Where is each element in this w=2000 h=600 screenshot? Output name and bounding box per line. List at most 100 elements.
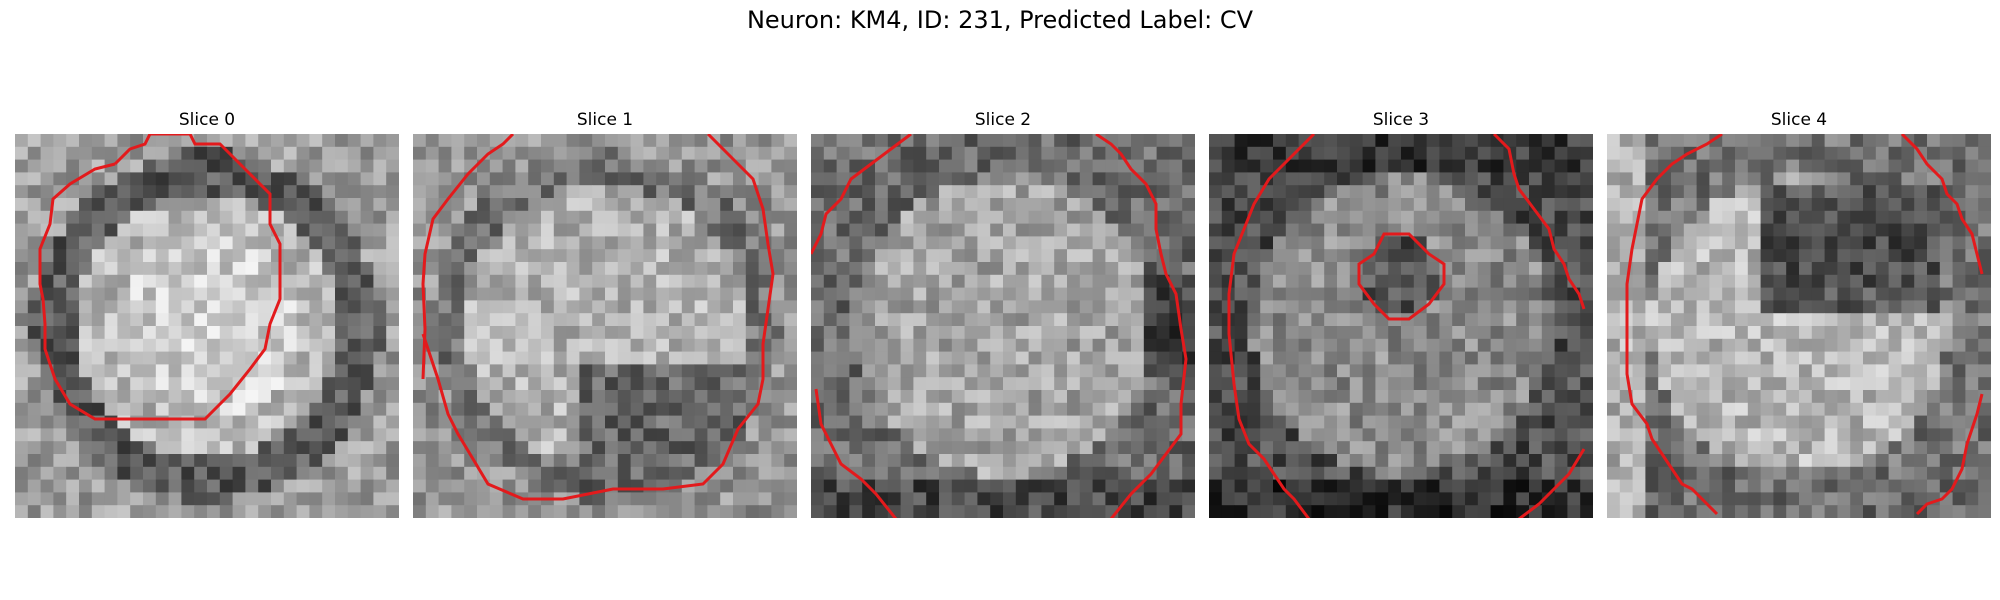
pixel xyxy=(990,441,1004,455)
pixel xyxy=(1221,441,1235,455)
pixel xyxy=(681,287,695,301)
pixel xyxy=(1477,159,1491,173)
pixel xyxy=(143,402,157,416)
pixel xyxy=(181,326,195,340)
pixel xyxy=(1439,428,1453,442)
pixel xyxy=(27,351,41,365)
pixel xyxy=(1747,185,1761,199)
pixel xyxy=(130,338,144,352)
pixel xyxy=(605,441,619,455)
pixel xyxy=(1401,351,1415,365)
pixel xyxy=(1863,249,1877,263)
pixel xyxy=(862,249,876,263)
pixel xyxy=(1477,223,1491,237)
pixel xyxy=(1683,326,1697,340)
pixel xyxy=(15,313,29,327)
pixel xyxy=(1298,364,1312,378)
pixel xyxy=(1118,466,1132,480)
pixel xyxy=(1978,185,1991,199)
pixel xyxy=(694,300,708,314)
pixel xyxy=(643,300,657,314)
pixel xyxy=(283,402,297,416)
pixel xyxy=(1837,402,1851,416)
pixel xyxy=(1709,351,1723,365)
pixel xyxy=(1645,454,1659,468)
pixel xyxy=(1607,390,1621,404)
pixel xyxy=(296,287,310,301)
pixel xyxy=(836,479,850,493)
pixel xyxy=(849,402,863,416)
pixel xyxy=(245,287,259,301)
pixel xyxy=(1888,223,1902,237)
pixel xyxy=(1709,441,1723,455)
pixel xyxy=(1054,492,1068,506)
pixel xyxy=(1671,492,1685,506)
pixel xyxy=(1092,198,1106,212)
pixel xyxy=(15,415,29,429)
pixel xyxy=(1914,402,1928,416)
pixel xyxy=(1131,326,1145,340)
pixel xyxy=(1863,338,1877,352)
pixel xyxy=(1311,338,1325,352)
pixel xyxy=(15,223,29,237)
pixel xyxy=(1567,326,1581,340)
pixel xyxy=(1541,428,1555,442)
pixel xyxy=(1273,454,1287,468)
pixel xyxy=(1850,159,1864,173)
pixel xyxy=(1541,454,1555,468)
pixel xyxy=(1298,441,1312,455)
pixel xyxy=(1786,223,1800,237)
pixel xyxy=(1978,236,1991,250)
pixel xyxy=(1465,402,1479,416)
pixel xyxy=(309,172,323,186)
pixel xyxy=(1811,402,1825,416)
pixel xyxy=(849,326,863,340)
pixel xyxy=(1541,351,1555,365)
pixel xyxy=(694,390,708,404)
pixel xyxy=(104,262,118,276)
pixel xyxy=(1221,479,1235,493)
pixel xyxy=(1671,198,1685,212)
pixel xyxy=(489,415,503,429)
pixel xyxy=(1156,390,1170,404)
pixel xyxy=(553,146,567,160)
pixel xyxy=(296,505,310,518)
pixel xyxy=(232,505,246,518)
pixel xyxy=(1209,479,1223,493)
pixel xyxy=(1401,402,1415,416)
pixel xyxy=(1567,236,1581,250)
pixel xyxy=(630,236,644,250)
pixel xyxy=(811,146,825,160)
pixel xyxy=(681,172,695,186)
pixel xyxy=(232,402,246,416)
pixel xyxy=(862,262,876,276)
pixel xyxy=(1028,492,1042,506)
pixel xyxy=(1465,377,1479,391)
pixel xyxy=(386,466,399,480)
pixel xyxy=(579,338,593,352)
contour-4-left xyxy=(1625,134,1723,516)
pixel xyxy=(1118,236,1132,250)
pixel xyxy=(1607,236,1621,250)
pixel xyxy=(104,300,118,314)
pixel xyxy=(1607,146,1621,160)
pixel xyxy=(913,364,927,378)
pixel xyxy=(477,313,491,327)
pixel xyxy=(1285,262,1299,276)
pixel xyxy=(27,146,41,160)
pixel xyxy=(1182,313,1195,327)
pixel xyxy=(836,146,850,160)
pixel xyxy=(1901,287,1915,301)
pixel xyxy=(515,326,529,340)
pixel xyxy=(1362,185,1376,199)
pixel xyxy=(1735,185,1749,199)
pixel xyxy=(1452,185,1466,199)
pixel xyxy=(1169,505,1183,518)
pixel xyxy=(155,428,169,442)
pixel xyxy=(502,300,516,314)
pixel xyxy=(515,172,529,186)
pixel xyxy=(1747,402,1761,416)
pixel xyxy=(1580,351,1593,365)
pixel xyxy=(1888,146,1902,160)
pixel xyxy=(707,146,721,160)
